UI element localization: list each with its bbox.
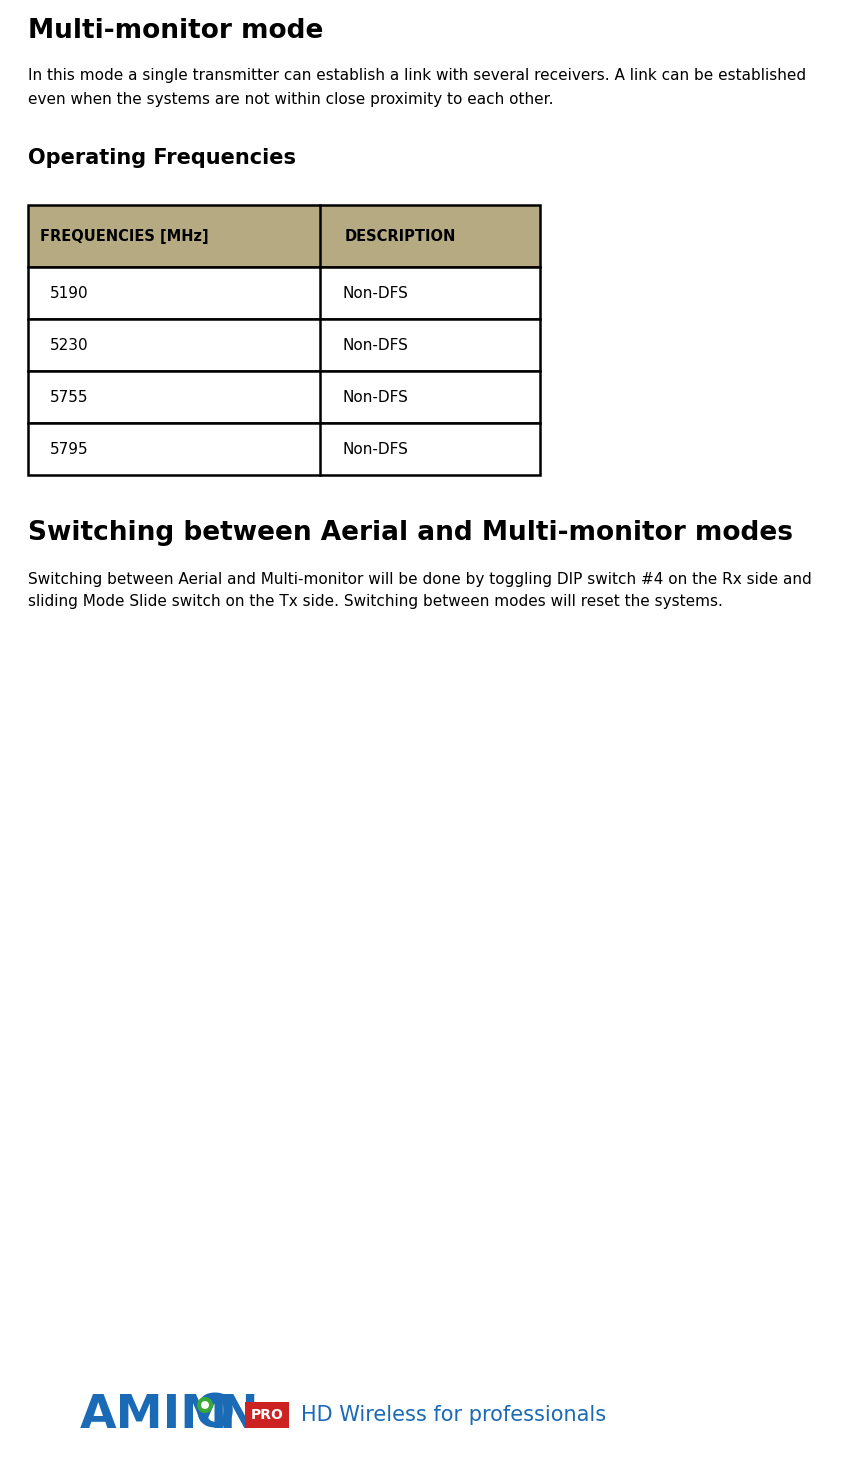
Text: Multi-monitor mode: Multi-monitor mode [28, 18, 323, 44]
Text: Non-DFS: Non-DFS [342, 285, 408, 301]
Bar [28, 423, 540, 474]
Bar [245, 1401, 289, 1428]
Text: 5230: 5230 [50, 338, 89, 353]
Text: FREQUENCIES [MHz]: FREQUENCIES [MHz] [40, 229, 209, 244]
Text: 5795: 5795 [50, 442, 89, 457]
Bar [28, 319, 540, 372]
Text: Non-DFS: Non-DFS [342, 442, 408, 457]
Text: Non-DFS: Non-DFS [342, 389, 408, 404]
Text: In this mode a single transmitter can establish a link with several receivers. A: In this mode a single transmitter can es… [28, 68, 806, 84]
Text: AMIM: AMIM [80, 1393, 228, 1438]
Text: even when the systems are not within close proximity to each other.: even when the systems are not within clo… [28, 93, 554, 107]
Text: PRO: PRO [250, 1407, 284, 1422]
Text: Operating Frequencies: Operating Frequencies [28, 148, 296, 167]
Text: Switching between Aerial and Multi-monitor will be done by toggling DIP switch #: Switching between Aerial and Multi-monit… [28, 571, 812, 588]
Text: O: O [195, 1393, 235, 1438]
Bar [28, 206, 540, 267]
Bar [28, 267, 540, 319]
Circle shape [197, 1397, 213, 1413]
Text: Non-DFS: Non-DFS [342, 338, 408, 353]
Text: sliding Mode Slide switch on the Tx side. Switching between modes will reset the: sliding Mode Slide switch on the Tx side… [28, 593, 723, 610]
Text: Switching between Aerial and Multi-monitor modes: Switching between Aerial and Multi-monit… [28, 520, 793, 546]
Text: N: N [219, 1393, 259, 1438]
Text: 5755: 5755 [50, 389, 89, 404]
Bar [28, 372, 540, 423]
Text: HD Wireless for professionals: HD Wireless for professionals [301, 1404, 606, 1425]
Text: 5190: 5190 [50, 285, 89, 301]
Text: DESCRIPTION: DESCRIPTION [345, 229, 457, 244]
Circle shape [201, 1401, 209, 1409]
